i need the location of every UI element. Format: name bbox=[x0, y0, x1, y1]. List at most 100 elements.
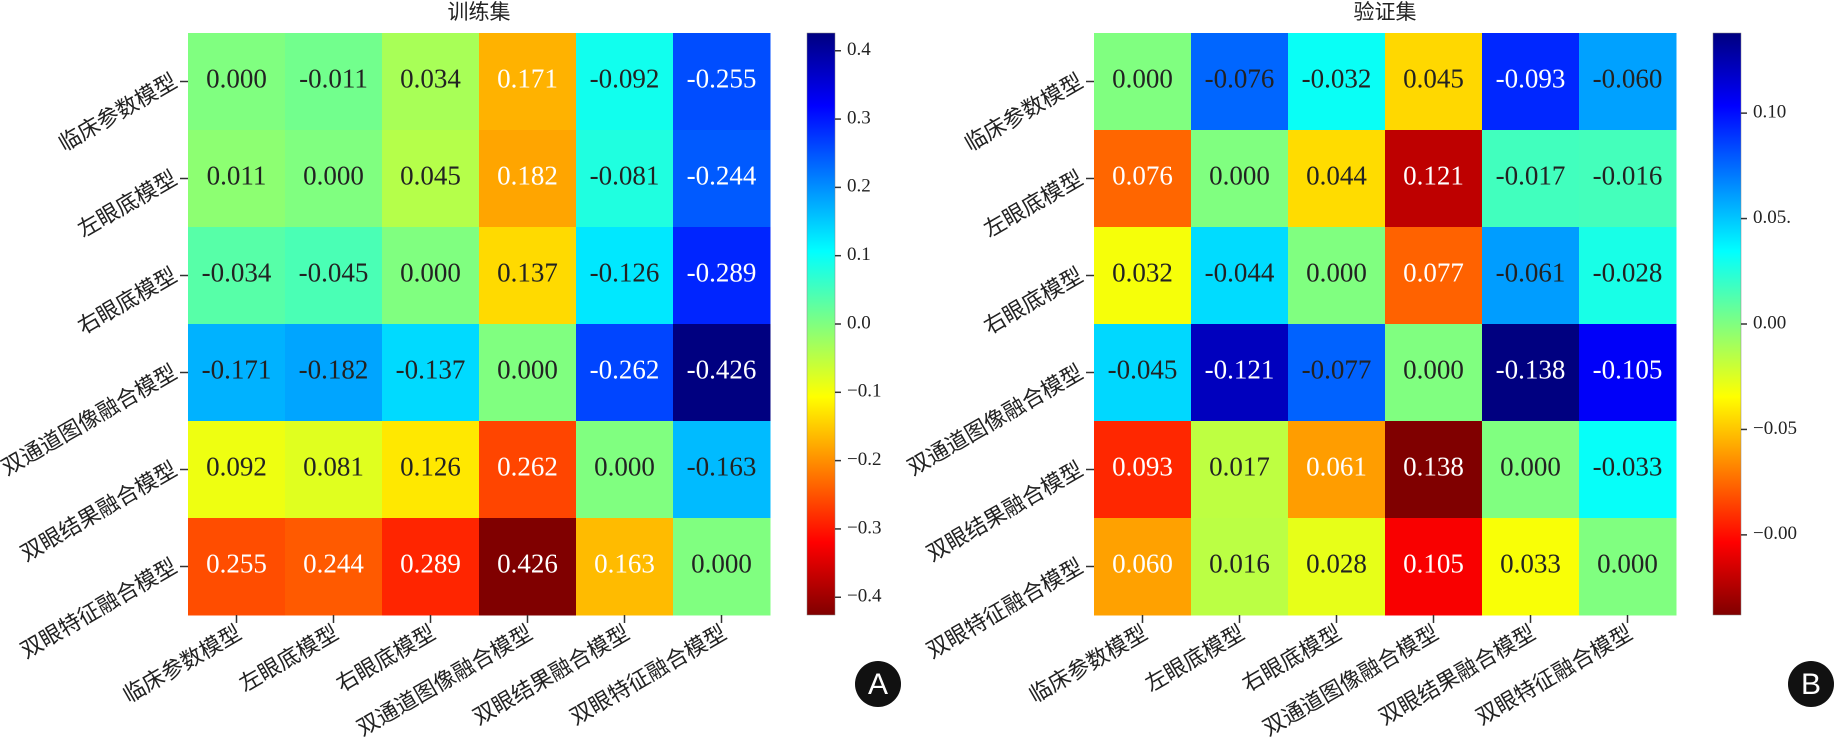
colorbar-tick-label: −0.00 bbox=[1753, 523, 1797, 544]
heatmap-cell bbox=[382, 518, 480, 616]
cell-label: -0.137 bbox=[396, 355, 466, 385]
cell-label: -0.121 bbox=[1205, 355, 1275, 385]
heatmap-cell bbox=[673, 33, 771, 131]
cell-label: 0.033 bbox=[1500, 549, 1561, 579]
cell-label: 0.000 bbox=[1209, 161, 1270, 191]
heatmap-cell bbox=[479, 33, 577, 131]
heatmap-cell bbox=[1579, 227, 1677, 325]
cell-label: 0.011 bbox=[207, 161, 267, 191]
cell-label: -0.262 bbox=[590, 355, 660, 385]
cell-label: -0.077 bbox=[1302, 355, 1372, 385]
heatmap-cell bbox=[673, 518, 771, 616]
heatmap-cell bbox=[1288, 33, 1386, 131]
heatmap-cell bbox=[576, 227, 674, 325]
colorbar-tick-label: −0.2 bbox=[847, 449, 881, 470]
cell-label: -0.033 bbox=[1593, 452, 1663, 482]
x-tick-label: 双眼结果融合模型 bbox=[1375, 620, 1540, 730]
heatmap-cell bbox=[1579, 421, 1677, 519]
x-tick-label: 双眼特征融合模型 bbox=[566, 620, 731, 730]
x-tick-label: 左眼底模型 bbox=[235, 620, 343, 697]
cell-label: 0.060 bbox=[1112, 549, 1173, 579]
heatmap-cell bbox=[1288, 227, 1386, 325]
heatmap-cell bbox=[1191, 421, 1289, 519]
cell-label: 0.045 bbox=[1403, 64, 1464, 94]
x-tick-label: 临床参数模型 bbox=[119, 620, 246, 708]
cell-label: 0.126 bbox=[400, 452, 461, 482]
cell-label: -0.105 bbox=[1593, 355, 1663, 385]
cell-label: 0.081 bbox=[303, 452, 364, 482]
heatmap-cell bbox=[1385, 227, 1483, 325]
y-tick-label: 临床参数模型 bbox=[54, 69, 181, 157]
heatmap-cell bbox=[479, 518, 577, 616]
cell-label: 0.076 bbox=[1112, 161, 1173, 191]
cell-label: 0.092 bbox=[206, 452, 267, 482]
heatmap-cell bbox=[1579, 130, 1677, 228]
heatmap-cell bbox=[1191, 227, 1289, 325]
heatmap-cell bbox=[1191, 130, 1289, 228]
heatmap-cell bbox=[1288, 518, 1386, 616]
panel-label: A bbox=[868, 668, 888, 701]
cell-label: 0.138 bbox=[1403, 452, 1464, 482]
cell-label: -0.011 bbox=[299, 64, 368, 94]
cell-label: -0.060 bbox=[1593, 64, 1663, 94]
cell-label: 0.000 bbox=[497, 355, 558, 385]
heatmap-cell bbox=[479, 130, 577, 228]
cell-label: -0.244 bbox=[687, 161, 757, 191]
y-tick-label: 右眼底模型 bbox=[979, 263, 1087, 340]
heatmap-cell bbox=[1482, 518, 1580, 616]
y-tick-label: 左眼底模型 bbox=[73, 166, 181, 243]
cell-label: -0.061 bbox=[1496, 258, 1566, 288]
heatmap-cell bbox=[285, 130, 383, 228]
heatmap-cell bbox=[576, 33, 674, 131]
heatmap-cell bbox=[1191, 518, 1289, 616]
colorbar-tick-label: 0.10 bbox=[1753, 101, 1786, 122]
heatmap-cell bbox=[576, 130, 674, 228]
heatmap-cell bbox=[1288, 324, 1386, 422]
heatmap-cell bbox=[1385, 421, 1483, 519]
cell-label: -0.426 bbox=[687, 355, 757, 385]
heatmap-cell bbox=[673, 227, 771, 325]
colorbar bbox=[806, 32, 836, 616]
heatmap-cell bbox=[285, 421, 383, 519]
colorbar-tick-label: 0.4 bbox=[847, 39, 871, 60]
cell-label: -0.255 bbox=[687, 64, 757, 94]
colorbar-tick-label: −0.4 bbox=[847, 586, 882, 607]
cell-label: 0.163 bbox=[594, 549, 655, 579]
cell-label: 0.000 bbox=[1500, 452, 1561, 482]
cell-label: -0.028 bbox=[1593, 258, 1663, 288]
x-tick-label: 双通道图像融合模型 bbox=[353, 620, 537, 739]
cell-label: 0.262 bbox=[497, 452, 558, 482]
cell-label: 0.032 bbox=[1112, 258, 1173, 288]
heatmap-cell bbox=[479, 421, 577, 519]
cell-label: -0.289 bbox=[687, 258, 757, 288]
heatmap-cell bbox=[285, 227, 383, 325]
cell-label: 0.171 bbox=[497, 64, 558, 94]
colorbar-tick-label: 0.05. bbox=[1753, 207, 1791, 228]
cell-label: 0.028 bbox=[1306, 549, 1367, 579]
heatmap-cell bbox=[576, 324, 674, 422]
cell-label: -0.126 bbox=[590, 258, 660, 288]
heatmap-cell bbox=[382, 227, 480, 325]
cell-label: 0.093 bbox=[1112, 452, 1173, 482]
cell-label: 0.077 bbox=[1403, 258, 1464, 288]
cell-label: -0.016 bbox=[1593, 161, 1663, 191]
heatmap-cell bbox=[382, 421, 480, 519]
heatmap-cell bbox=[576, 518, 674, 616]
y-tick-label: 右眼底模型 bbox=[73, 263, 181, 340]
chart-title: 验证集 bbox=[1354, 0, 1417, 24]
colorbar-tick-label: 0.00 bbox=[1753, 312, 1786, 333]
heatmap-cell bbox=[1482, 130, 1580, 228]
cell-label: 0.017 bbox=[1209, 452, 1270, 482]
x-tick-label: 双通道图像融合模型 bbox=[1259, 620, 1443, 739]
y-tick-label: 双通道图像融合模型 bbox=[0, 360, 181, 481]
cell-label: -0.081 bbox=[590, 161, 660, 191]
cell-label: 0.045 bbox=[400, 161, 461, 191]
cell-label: -0.171 bbox=[202, 355, 272, 385]
cell-label: 0.000 bbox=[1403, 355, 1464, 385]
heatmap-cell bbox=[1482, 421, 1580, 519]
heatmap-cell bbox=[382, 130, 480, 228]
cell-label: 0.105 bbox=[1403, 549, 1464, 579]
heatmap-cell bbox=[1094, 130, 1192, 228]
cell-label: -0.045 bbox=[299, 258, 369, 288]
